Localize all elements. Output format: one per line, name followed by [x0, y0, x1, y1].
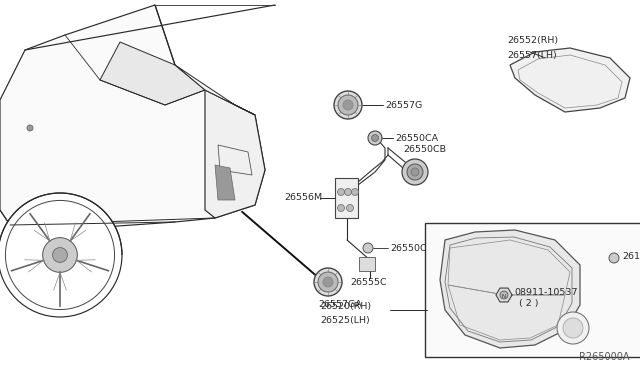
Circle shape [557, 312, 589, 344]
Text: 26550CB: 26550CB [403, 145, 446, 154]
Text: 26557G: 26557G [385, 101, 422, 110]
Polygon shape [175, 65, 255, 115]
Circle shape [52, 247, 67, 262]
Circle shape [334, 91, 362, 119]
Circle shape [411, 168, 419, 176]
Polygon shape [215, 165, 235, 200]
Circle shape [563, 318, 583, 338]
Circle shape [609, 253, 619, 263]
Polygon shape [335, 178, 358, 218]
Text: 26550C: 26550C [390, 244, 427, 253]
Circle shape [323, 277, 333, 287]
Text: 26194G: 26194G [622, 252, 640, 261]
Circle shape [0, 193, 122, 317]
Circle shape [43, 238, 77, 272]
Polygon shape [440, 230, 580, 348]
FancyBboxPatch shape [359, 257, 375, 271]
Circle shape [371, 135, 378, 141]
Text: ( 2 ): ( 2 ) [519, 299, 538, 308]
Text: N: N [501, 294, 505, 299]
Circle shape [344, 189, 351, 196]
Circle shape [337, 189, 344, 196]
Text: 26557GA: 26557GA [318, 300, 362, 309]
Circle shape [346, 205, 353, 212]
FancyBboxPatch shape [425, 223, 640, 357]
Circle shape [407, 164, 423, 180]
Text: R265000A: R265000A [579, 352, 630, 362]
Circle shape [27, 125, 33, 131]
Circle shape [363, 243, 373, 253]
Text: 26525(LH): 26525(LH) [320, 316, 370, 325]
Circle shape [318, 272, 338, 292]
Text: 26555C: 26555C [350, 278, 387, 287]
Polygon shape [100, 42, 205, 105]
Text: 26556M: 26556M [284, 193, 322, 202]
Text: 26552(RH): 26552(RH) [507, 36, 558, 45]
Circle shape [500, 291, 508, 299]
Polygon shape [0, 5, 265, 232]
Circle shape [337, 205, 344, 212]
Polygon shape [496, 288, 512, 302]
Circle shape [351, 189, 358, 196]
Text: 08911-10537: 08911-10537 [514, 288, 577, 297]
Circle shape [338, 95, 358, 115]
Circle shape [368, 131, 382, 145]
Circle shape [402, 159, 428, 185]
Text: 26557(LH): 26557(LH) [507, 51, 557, 60]
Polygon shape [205, 90, 265, 218]
Circle shape [343, 100, 353, 110]
Text: 26550CA: 26550CA [395, 134, 438, 143]
Text: 26520(RH): 26520(RH) [320, 302, 371, 311]
Circle shape [314, 268, 342, 296]
Polygon shape [510, 48, 630, 112]
